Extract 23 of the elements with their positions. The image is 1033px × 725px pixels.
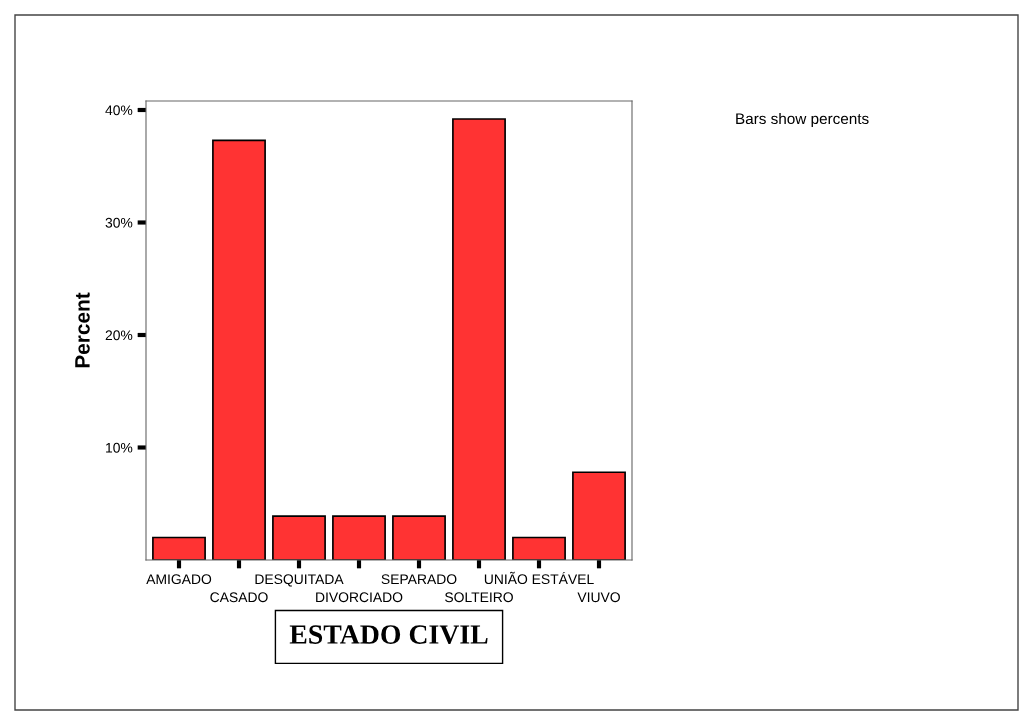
text: Bars show percents <box>736 112 869 128</box>
x-tick-label: VIUVO <box>577 592 620 603</box>
y-tick-label: 30% <box>105 217 133 228</box>
x-tick-label: SOLTEIRO <box>445 592 513 603</box>
y-tick-label: 40% <box>105 105 133 116</box>
bar <box>332 515 386 560</box>
x-tick-label: AMIGADO <box>146 574 212 585</box>
bar <box>452 118 506 560</box>
bar <box>212 139 266 560</box>
y-axis-title: Percent <box>75 292 90 368</box>
x-tick-label: SEPARADO <box>381 574 457 585</box>
x-axis-title: ESTADO CIVIL <box>289 625 488 645</box>
y-tick-label: 20% <box>105 330 133 341</box>
x-tick-label: DIVORCIADO <box>316 592 403 603</box>
bar <box>512 536 566 560</box>
bar <box>392 515 446 560</box>
x-tick-label: DESQUITADA <box>255 574 344 587</box>
x-tick-label: CASADO <box>210 592 268 603</box>
bar <box>572 471 626 560</box>
y-tick-label: 10% <box>106 442 133 453</box>
x-tick-label: UNIÃO ESTÁVEL <box>484 571 594 585</box>
bar <box>152 536 206 560</box>
bar <box>272 515 326 560</box>
